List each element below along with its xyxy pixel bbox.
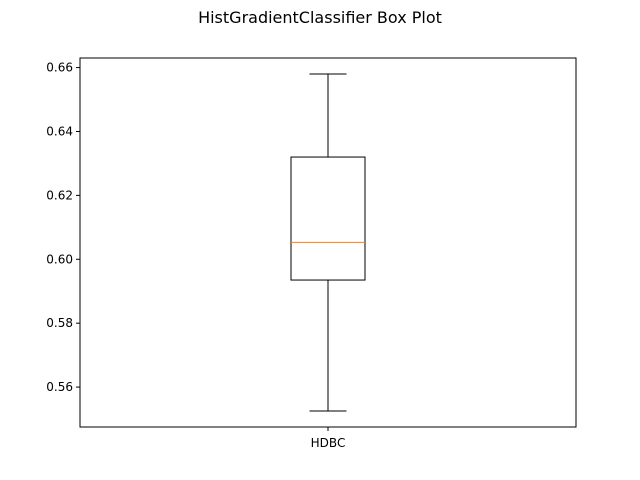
x-tick-label: HDBC	[311, 436, 346, 450]
y-tick-label: 0.64	[46, 124, 73, 138]
y-tick-label: 0.58	[46, 316, 73, 330]
y-tick-label: 0.60	[46, 252, 73, 266]
y-tick-label: 0.62	[46, 188, 73, 202]
y-tick-label: 0.66	[46, 61, 73, 75]
y-axis: 0.56 0.58 0.60 0.62 0.64 0.66	[46, 61, 80, 394]
interquartile-box	[290, 156, 366, 281]
x-axis: HDBC	[311, 427, 346, 450]
chart-title: HistGradientClassifier Box Plot	[198, 8, 442, 27]
y-tick-label: 0.56	[46, 380, 73, 394]
box-series	[290, 73, 366, 412]
